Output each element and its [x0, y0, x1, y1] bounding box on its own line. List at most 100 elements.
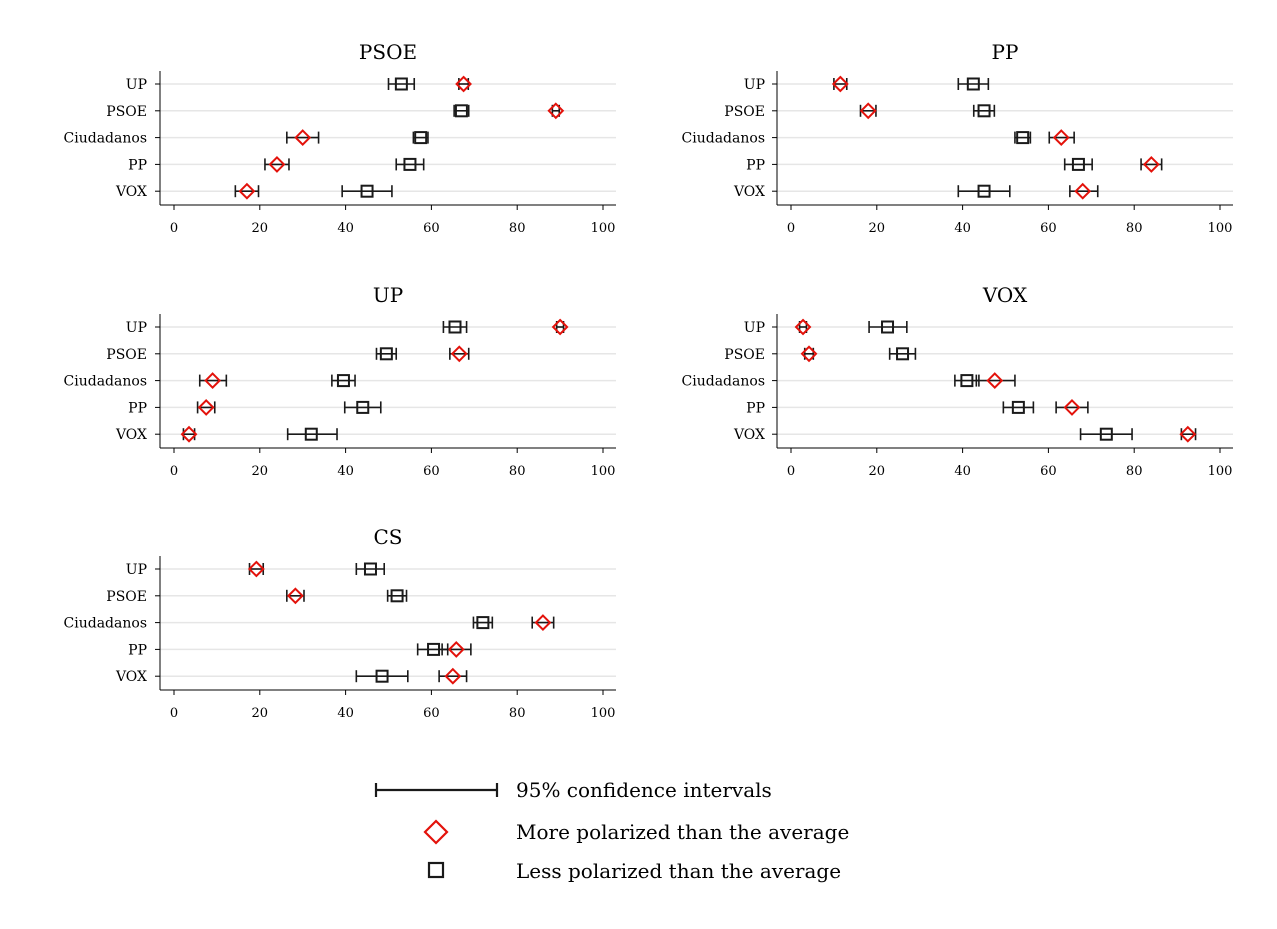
x-tick-label: 60 [423, 221, 440, 236]
point-more-polarized [238, 182, 256, 200]
category-label: UP [126, 562, 147, 578]
point-more-polarized [547, 102, 565, 120]
category-label: VOX [733, 184, 765, 200]
panel-title: PSOE [359, 40, 417, 64]
chart-panel: UP UP PSOE Ciudadanos PP VOX 0 20 40 60 80 100 [64, 283, 616, 479]
chart-panel: PSOE UP PSOE Ciudadanos PP VOX 0 20 40 60 80 100 [64, 40, 616, 236]
category-label: PSOE [106, 347, 147, 363]
point-less-polarized [1071, 157, 1085, 171]
point-more-polarized [197, 398, 215, 416]
legend-diamond-icon [423, 819, 449, 845]
chart-panel: VOX UP PSOE Ciudadanos PP VOX 0 20 40 60 80 100 [682, 283, 1233, 479]
category-label: PSOE [724, 104, 765, 120]
point-less-polarized [403, 157, 417, 171]
category-label: VOX [115, 184, 147, 200]
point-more-polarized [831, 75, 849, 93]
point-less-polarized [448, 320, 462, 334]
x-tick-label: 80 [1126, 464, 1143, 479]
category-label: PSOE [724, 347, 765, 363]
point-more-polarized [268, 155, 286, 173]
point-less-polarized [977, 184, 991, 198]
category-label: PP [746, 400, 765, 416]
x-tick-label: 40 [337, 464, 354, 479]
legend-ci-icon [374, 783, 499, 797]
point-less-polarized [1016, 131, 1030, 145]
x-tick-label: 60 [423, 706, 440, 721]
legend-ci-label: 95% confidence intervals [516, 778, 772, 802]
point-less-polarized [356, 400, 370, 414]
point-more-polarized [1142, 155, 1160, 173]
point-more-polarized [986, 372, 1004, 390]
panel-title: VOX [982, 283, 1028, 307]
x-tick-label: 20 [252, 706, 269, 721]
category-label: VOX [733, 427, 765, 443]
x-tick-label: 20 [869, 464, 886, 479]
x-tick-label: 100 [591, 464, 616, 479]
point-more-polarized [794, 318, 812, 336]
x-tick-label: 0 [170, 221, 178, 236]
category-label: VOX [115, 669, 147, 685]
point-less-polarized [896, 347, 910, 361]
category-label: UP [126, 320, 147, 336]
point-more-polarized [204, 372, 222, 390]
x-tick-label: 80 [1126, 221, 1143, 236]
point-less-polarized [375, 669, 389, 683]
x-tick-label: 20 [252, 221, 269, 236]
x-tick-label: 0 [787, 221, 795, 236]
point-less-polarized [427, 642, 441, 656]
x-tick-label: 80 [509, 706, 526, 721]
panel-title: PP [992, 40, 1019, 64]
x-tick-label: 0 [787, 464, 795, 479]
point-less-polarized [476, 616, 490, 630]
point-more-polarized [294, 129, 312, 147]
legend-square-icon [427, 861, 445, 879]
point-less-polarized [394, 77, 408, 91]
point-more-polarized [1063, 398, 1081, 416]
point-more-polarized [859, 102, 877, 120]
category-label: PP [128, 157, 147, 173]
point-less-polarized [363, 562, 377, 576]
point-more-polarized [1074, 182, 1092, 200]
category-label: Ciudadanos [64, 374, 147, 390]
category-label: UP [744, 320, 765, 336]
point-more-polarized [1179, 425, 1197, 443]
panels: PSOE UP PSOE Ciudadanos PP VOX 0 20 40 60 80 100 PP U… [64, 40, 1233, 721]
x-tick-label: 80 [509, 464, 526, 479]
category-label: UP [126, 77, 147, 93]
x-tick-label: 100 [1208, 464, 1233, 479]
x-tick-label: 20 [252, 464, 269, 479]
point-more-polarized [551, 318, 569, 336]
point-less-polarized [1099, 427, 1113, 441]
point-more-polarized [455, 75, 472, 93]
category-label: PP [746, 157, 765, 173]
point-less-polarized [1011, 400, 1025, 414]
point-less-polarized [379, 347, 393, 361]
category-label: UP [744, 77, 765, 93]
x-tick-label: 40 [337, 706, 354, 721]
category-label: Ciudadanos [64, 131, 147, 147]
x-tick-label: 100 [591, 221, 616, 236]
chart-panel: CS UP PSOE Ciudadanos PP VOX 0 20 40 60 80 100 [64, 525, 616, 721]
point-less-polarized [960, 374, 974, 388]
x-tick-label: 100 [1208, 221, 1233, 236]
x-tick-label: 60 [1040, 464, 1057, 479]
point-more-polarized [286, 587, 304, 605]
category-label: Ciudadanos [682, 374, 765, 390]
point-less-polarized [414, 131, 428, 145]
x-tick-label: 0 [170, 706, 178, 721]
chart-panel: PP UP PSOE Ciudadanos PP VOX 0 20 40 60 80 100 [682, 40, 1233, 236]
point-more-polarized [247, 560, 265, 578]
point-more-polarized [534, 614, 552, 632]
point-more-polarized [444, 667, 462, 685]
point-more-polarized [447, 640, 465, 658]
legend-more-label: More polarized than the average [516, 820, 849, 844]
panel-title: CS [373, 525, 402, 549]
x-tick-label: 40 [337, 221, 354, 236]
x-tick-label: 100 [591, 706, 616, 721]
point-more-polarized [180, 425, 198, 443]
point-less-polarized [390, 589, 404, 603]
x-tick-label: 20 [869, 221, 886, 236]
category-label: VOX [115, 427, 147, 443]
category-label: Ciudadanos [682, 131, 765, 147]
